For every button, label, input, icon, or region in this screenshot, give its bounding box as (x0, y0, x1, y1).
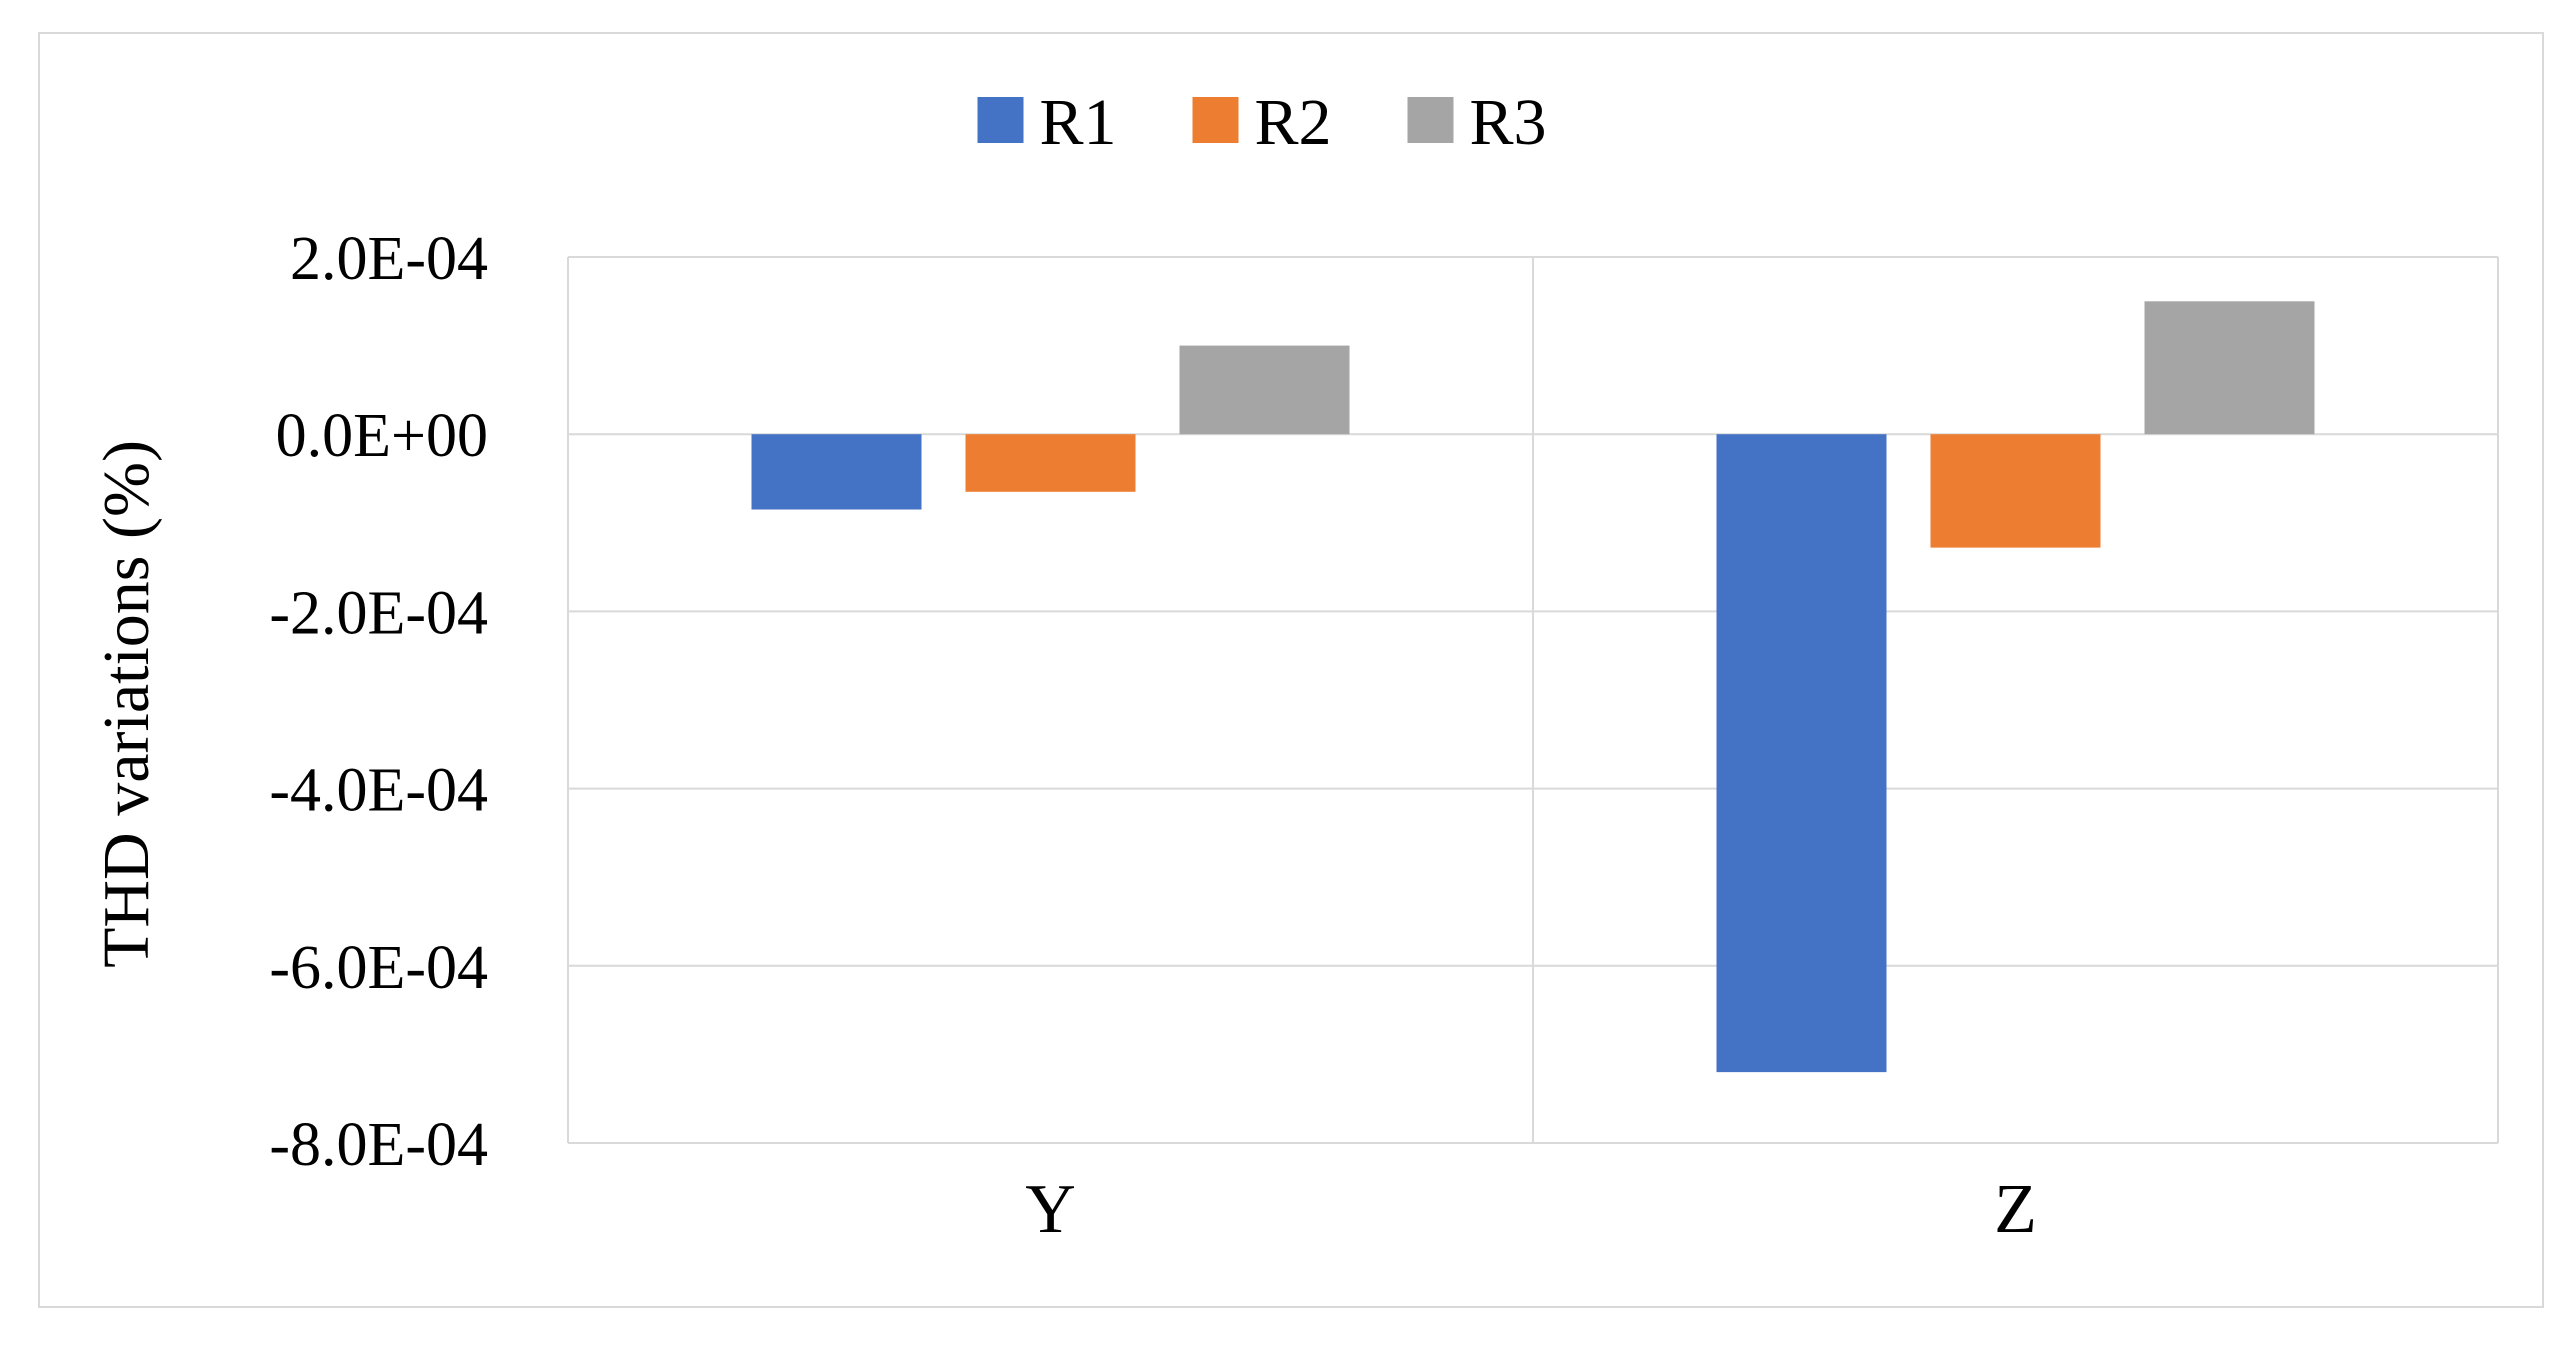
legend-swatch-r1 (977, 97, 1024, 143)
chart-frame (38, 32, 2544, 1308)
legend-swatch-r2 (1192, 97, 1239, 143)
y-axis-label: THD variations (%) (90, 440, 163, 968)
legend: R1 R2 R3 (977, 86, 1547, 159)
bar-r1-z (1716, 434, 1887, 1073)
y-tick-label: 0.0E+00 (276, 402, 488, 470)
x-tick-label-z: Z (1994, 1171, 2037, 1248)
bar-r3-y (1179, 345, 1350, 435)
legend-label-r2: R2 (1255, 86, 1332, 159)
x-tick-label-y: Y (1025, 1171, 1076, 1248)
y-tick-label: -8.0E-04 (269, 1111, 488, 1179)
bar-r1-y (751, 434, 922, 510)
y-tick-label: 2.0E-04 (290, 225, 488, 293)
legend-label-r1: R1 (1040, 86, 1117, 159)
bar-r2-y (965, 434, 1136, 492)
y-tick-labels: 2.0E-04 0.0E+00 -2.0E-04 -4.0E-04 -6.0E-04 -8… (269, 225, 488, 1179)
y-tick-label: -2.0E-04 (269, 579, 488, 647)
bar-r2-z (1930, 434, 2101, 548)
y-tick-label: -4.0E-04 (269, 757, 488, 825)
bars-layer (751, 301, 2315, 1073)
legend-label-r3: R3 (1470, 86, 1547, 159)
bar-r3-z (2144, 301, 2315, 435)
legend-swatch-r3 (1407, 97, 1454, 143)
y-tick-label: -6.0E-04 (269, 934, 488, 1002)
